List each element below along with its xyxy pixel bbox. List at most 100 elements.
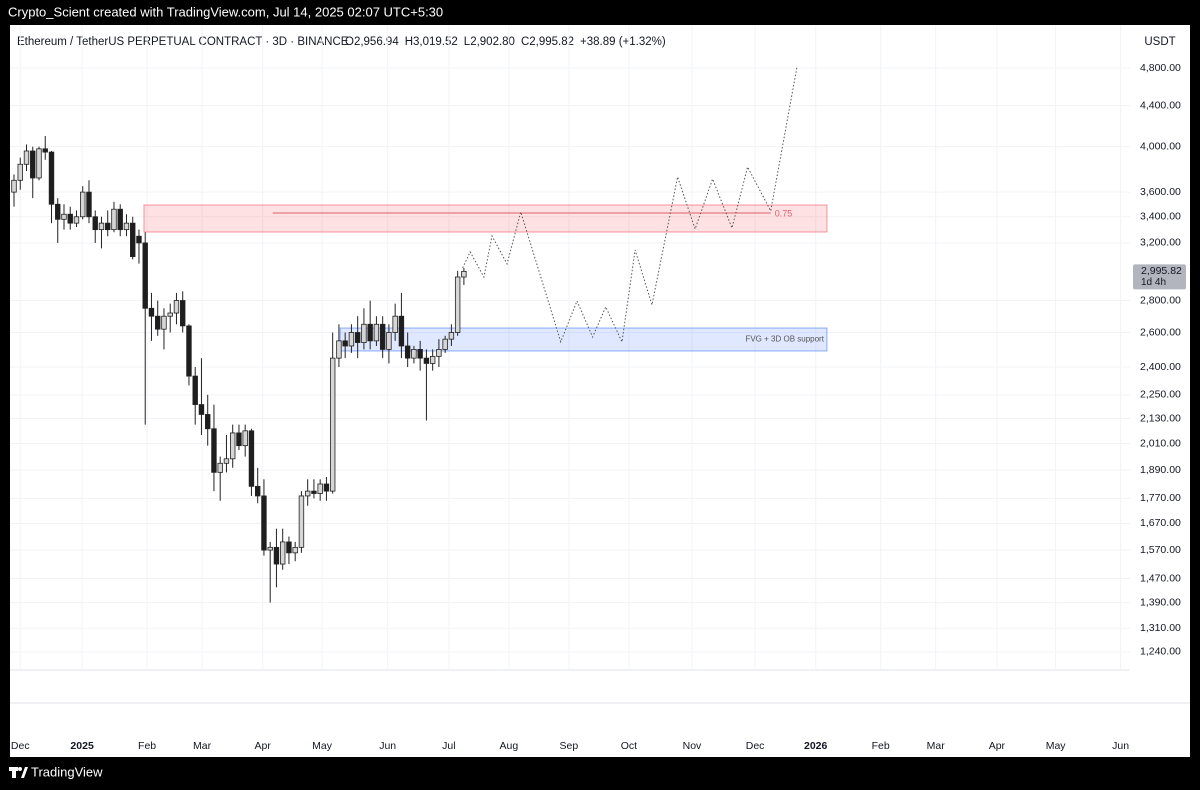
x-tick-label: May	[1046, 740, 1067, 752]
price-label: 2,995.82	[1141, 265, 1182, 277]
brand: TradingView	[31, 764, 103, 779]
ohlc-legend: O2,956.94 H3,019.52 L2,902.80 C2,995.82 +38.…	[345, 36, 666, 48]
ohlc-value: +38.89 (+1.32%)	[580, 36, 666, 48]
candle-body	[436, 349, 442, 357]
candle-body	[105, 222, 111, 231]
y-tick-label: 4,000.00	[1140, 140, 1181, 152]
x-tick-label: Mar	[193, 740, 212, 752]
currency: USDT	[1144, 36, 1175, 48]
candle-body	[461, 270, 467, 278]
x-tick-label: 2025	[70, 740, 94, 752]
y-tick-label: 3,400.00	[1140, 211, 1181, 223]
candle-body	[192, 375, 198, 405]
candle-body	[92, 216, 98, 231]
y-tick-label: 1,770.00	[1140, 492, 1181, 504]
level-label: 0.75	[775, 208, 793, 218]
candle-body	[398, 315, 405, 347]
candle-body	[117, 208, 123, 231]
candle-body	[73, 216, 80, 224]
candle-body	[361, 323, 367, 343]
chart-panel	[10, 25, 1190, 757]
x-tick-label: Jun	[1112, 740, 1129, 752]
candle-body	[429, 355, 436, 364]
y-tick-label: 2,800.00	[1140, 294, 1181, 306]
y-tick-label: 1,890.00	[1140, 464, 1181, 476]
brand-logo	[9, 767, 28, 778]
y-tick-label: 1,470.00	[1140, 572, 1181, 584]
candle-body	[323, 483, 330, 492]
candle-body	[186, 325, 192, 377]
candle-body	[417, 349, 423, 359]
x-tick-label: Jun	[379, 740, 396, 752]
candle-body	[273, 546, 280, 565]
candle-body	[136, 235, 142, 244]
candle-body	[367, 323, 373, 342]
y-tick-label: 4,800.00	[1140, 62, 1181, 74]
y-tick-label: 1,310.00	[1140, 622, 1181, 634]
candle-body	[230, 432, 236, 460]
x-tick-label: Mar	[927, 740, 946, 752]
candle-body	[423, 357, 430, 364]
ohlc-value: H3,019.52	[405, 36, 458, 48]
x-tick-label: Sep	[560, 740, 579, 752]
candle-body	[148, 307, 155, 317]
candle-body	[354, 332, 361, 343]
projection-path	[462, 67, 798, 344]
candle-body	[386, 332, 392, 350]
candle-body	[373, 323, 380, 342]
candle-body	[242, 430, 248, 447]
candle-body	[442, 338, 448, 350]
candle-body	[248, 430, 255, 487]
watermark: Crypto_Scient created with TradingView.c…	[8, 4, 443, 19]
candle-body	[98, 222, 105, 231]
candle-body	[11, 179, 17, 193]
candle-body	[23, 150, 30, 165]
candle-body	[42, 148, 48, 153]
y-tick-label: 4,400.00	[1140, 99, 1181, 111]
candle-body	[454, 276, 461, 333]
x-tick-label: May	[312, 740, 333, 752]
candle-body	[404, 345, 411, 359]
x-tick-label: Nov	[683, 740, 702, 752]
candle-body	[304, 490, 311, 497]
candle-body	[311, 490, 317, 494]
x-tick-label: Feb	[138, 740, 156, 752]
y-tick-label: 3,600.00	[1140, 186, 1181, 198]
candle-body	[254, 485, 261, 497]
x-tick-label: Apr	[989, 740, 1006, 752]
candle-body	[348, 332, 355, 347]
y-tick-label: 2,400.00	[1140, 361, 1181, 373]
candle-body	[261, 495, 267, 551]
x-tick-label: Dec	[746, 740, 765, 752]
candle-body	[223, 458, 230, 464]
candle-body	[329, 357, 336, 492]
candle-body	[123, 222, 130, 231]
y-tick-label: 1,240.00	[1140, 646, 1181, 658]
candle-body	[286, 541, 292, 554]
candle-body	[279, 541, 286, 565]
candle-body	[67, 213, 73, 224]
y-tick-label: 1,670.00	[1140, 517, 1181, 529]
candle-body	[167, 312, 173, 317]
zone	[339, 327, 828, 352]
x-tick-label: 2026	[804, 740, 828, 752]
candle-body	[180, 300, 186, 327]
ohlc-value: C2,995.82	[521, 36, 574, 48]
candle-body	[36, 148, 42, 179]
y-tick-label: 2,250.00	[1140, 389, 1181, 401]
ohlc-value: O2,956.94	[345, 36, 399, 48]
candle-body	[130, 222, 136, 258]
candle-body	[17, 163, 23, 181]
candle-body	[155, 315, 161, 330]
candle-body	[55, 203, 61, 220]
zone-label: FVG + 3D OB support	[745, 335, 824, 344]
ohlc-value: L2,902.80	[464, 36, 515, 48]
candle-body	[205, 414, 211, 430]
x-tick-label: Dec	[11, 740, 30, 752]
candle-body	[80, 191, 86, 218]
candle-body	[379, 323, 386, 350]
candle-body	[198, 404, 205, 415]
y-tick-label: 1,570.00	[1140, 544, 1181, 556]
y-tick-label: 2,010.00	[1140, 437, 1181, 449]
